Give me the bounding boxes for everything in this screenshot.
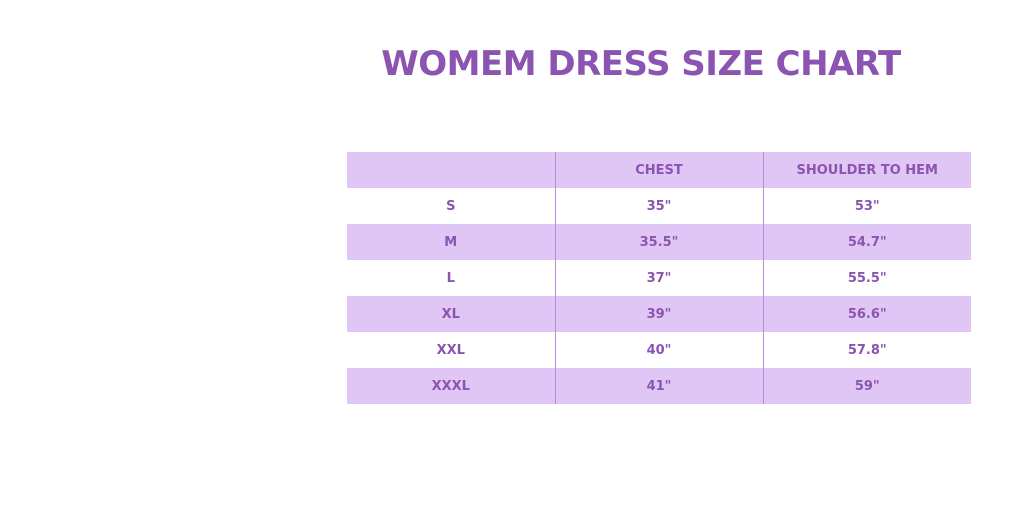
table-row: S 35" 53" — [347, 188, 971, 224]
chest-cell: 39" — [554, 296, 763, 332]
size-cell: XXXL — [347, 368, 555, 404]
shoulder-to-hem-cell: 53" — [762, 188, 971, 224]
header-cell-chest: CHEST — [554, 152, 763, 188]
chest-cell: 37" — [554, 260, 763, 296]
size-chart-table: CHEST SHOULDER TO HEM S 35" 53" M 35.5" 54.7"… — [347, 152, 971, 404]
size-cell: XL — [347, 296, 555, 332]
chest-cell: 35.5" — [554, 224, 763, 260]
size-cell: XXL — [347, 332, 555, 368]
shoulder-to-hem-cell: 56.6" — [762, 296, 971, 332]
chest-cell: 35" — [554, 188, 763, 224]
shoulder-to-hem-cell: 57.8" — [762, 332, 971, 368]
header-cell-shoulder-to-hem: SHOULDER TO HEM — [762, 152, 971, 188]
table-row: M 35.5" 54.7" — [347, 224, 971, 260]
shoulder-to-hem-cell: 59" — [762, 368, 971, 404]
header-row: CHEST SHOULDER TO HEM — [347, 152, 971, 188]
table-row: XL 39" 56.6" — [347, 296, 971, 332]
header-cell-size — [347, 152, 555, 188]
size-cell: L — [347, 260, 555, 296]
chest-cell: 40" — [554, 332, 763, 368]
shoulder-to-hem-cell: 54.7" — [762, 224, 971, 260]
size-cell: S — [347, 188, 555, 224]
table-row: XXXL 41" 59" — [347, 368, 971, 404]
table-row: XXL 40" 57.8" — [347, 332, 971, 368]
table-row: L 37" 55.5" — [347, 260, 971, 296]
size-cell: M — [347, 224, 555, 260]
shoulder-to-hem-cell: 55.5" — [762, 260, 971, 296]
page-title: WOMEM DRESS SIZE CHART — [381, 44, 901, 84]
chest-cell: 41" — [554, 368, 763, 404]
